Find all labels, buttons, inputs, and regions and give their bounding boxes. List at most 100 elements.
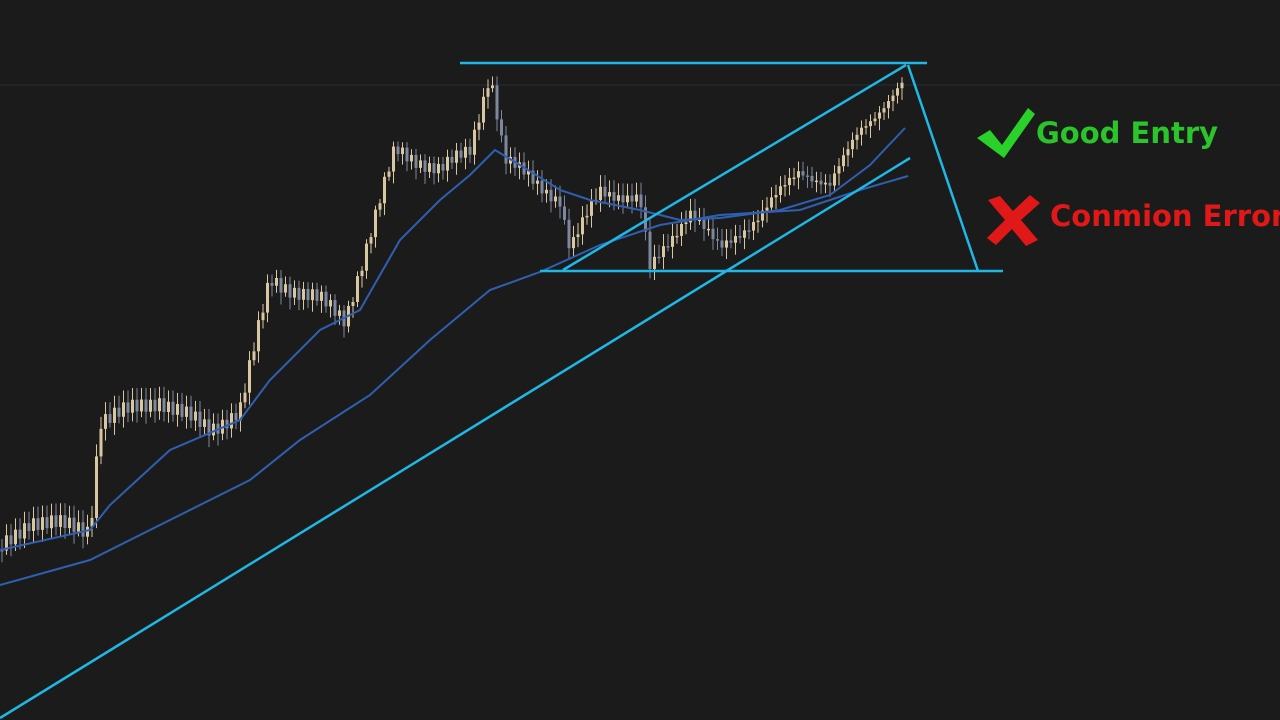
candle-body [32,518,35,531]
candle-body [774,194,778,198]
candle-body [41,517,44,530]
candle-body [189,406,193,421]
candle-body [581,217,584,235]
candle-body [671,235,674,247]
candle-body [207,419,211,436]
candle-body [356,276,359,303]
candle-body [752,221,755,231]
candle-body [806,175,809,177]
candle-body [761,210,764,221]
candle-body [657,256,661,259]
candle-body [729,240,733,243]
candle-body [153,399,157,412]
candle-body [630,195,634,202]
candle-body [126,402,130,413]
candle-body [720,240,724,248]
candle-body [698,219,701,222]
candle-body [815,180,818,183]
candle-body [441,163,445,171]
candle-body [450,156,454,163]
candle-body [495,85,499,120]
candle-body [392,146,395,172]
candle-body [297,287,301,300]
candle-body [473,129,476,155]
candle-body [842,155,845,167]
candle-body [423,160,427,172]
candle-body [464,146,467,158]
candle-body [50,515,53,529]
candle-body [95,456,98,518]
slow-moving-average [0,175,909,586]
candle-body [360,270,364,277]
candle-body [896,88,899,96]
candle-body [612,192,616,201]
candle-body [158,398,161,412]
candle-body [482,96,485,123]
candle-body [500,119,503,136]
candle-body [329,300,332,307]
candle-body [239,402,242,421]
candle-body [144,399,148,412]
candle-body [707,228,710,231]
candle-body [315,289,319,301]
candle-body [72,517,76,532]
candle-body [365,243,368,271]
candle-body [428,163,431,172]
candle-body [887,101,890,109]
candle-body [369,237,373,244]
candle-body [203,419,206,427]
candle-body [248,360,251,393]
candle-body [167,401,170,412]
candle-body [711,228,715,240]
candle-body [666,246,670,248]
candle-body [747,230,751,232]
candle-body [383,176,386,204]
candle-body [540,180,544,194]
candle-body [77,522,80,532]
candle-body [117,407,121,417]
candle-body [639,194,643,208]
candle-body [459,150,463,158]
candle-body [270,282,274,286]
candle-body [716,239,719,241]
candle-body [810,175,814,182]
candle-body [797,171,800,178]
candle-body [599,186,602,200]
candle-body [900,82,904,89]
candle-body [846,149,850,156]
candle-body [855,134,859,140]
candle-body [230,413,233,429]
candle-body [851,139,854,150]
candle-body [234,413,238,421]
candle-body [225,419,229,429]
candle-body [792,177,796,180]
candle-body [90,517,94,527]
candle-body [675,235,679,238]
candle-body [108,414,112,423]
candle-body [23,523,26,539]
candle-body [455,150,458,163]
candle-body [576,234,580,238]
candle-body [837,166,841,174]
candle-body [554,196,557,202]
candle-body [275,277,278,286]
candle-body [819,180,823,185]
candle-body [549,189,553,202]
candle-body [545,189,548,194]
candle-body [585,215,589,218]
candle-body [702,219,706,229]
candle-body [176,403,179,415]
good-entry-label: Good Entry [1036,116,1218,150]
candle-body [252,351,256,361]
candle-body [779,186,782,195]
cross-icon [987,195,1040,246]
candle-body [261,312,265,321]
candle-body [86,526,89,537]
drawings [0,61,1003,720]
candle-body [162,398,166,412]
candle-body [306,288,310,301]
candle-body [378,203,382,210]
candle-body [374,209,377,238]
candle-body [653,256,656,270]
